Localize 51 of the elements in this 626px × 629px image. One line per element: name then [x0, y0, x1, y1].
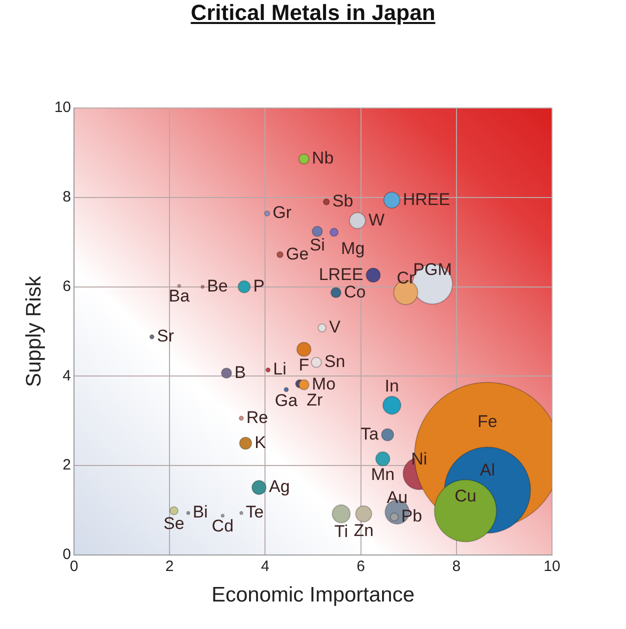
x-tick-label: 6 [356, 558, 365, 576]
x-tick-label: 4 [261, 558, 270, 576]
annotation: Mn [370, 465, 395, 484]
annotation: HREE [402, 190, 450, 209]
annotation: Sr [156, 326, 174, 346]
y-tick-label: 0 [62, 546, 71, 564]
annotation: Fe [478, 412, 498, 432]
annotation: Cr [396, 268, 416, 288]
annotation: Be [207, 276, 228, 296]
annotation: F [298, 356, 310, 375]
annotation: Se [164, 514, 184, 533]
annotation: Al [480, 460, 496, 480]
x-tick-label: 8 [452, 558, 461, 576]
annotation: K [254, 432, 267, 452]
y-tick-label: 6 [62, 278, 71, 295]
y-tick-label: 8 [62, 188, 71, 206]
annotation: Zn [354, 521, 374, 540]
annotation: Mg [341, 238, 365, 258]
y-tick-label: 4 [62, 367, 71, 384]
annotation: Sn [324, 352, 346, 372]
annotation: Gr [272, 203, 292, 222]
x-tick-label: 10 [544, 558, 560, 576]
annotation: Ag [268, 477, 290, 496]
y-tick-label: 2 [62, 456, 71, 474]
chart-title: Critical Metals in Japan [190, 0, 436, 27]
annotation: LREE [318, 264, 364, 284]
annotation: In [384, 376, 399, 396]
annotation: Bi [192, 502, 208, 522]
annotation: Ge [286, 244, 309, 264]
annotation: Ba [168, 286, 190, 306]
y-tick-label: 10 [54, 99, 71, 116]
annotation: Re [246, 408, 268, 427]
annotation: Cd [212, 516, 234, 536]
annotation: Co [344, 282, 366, 302]
annotation: Ga [274, 390, 298, 410]
annotation: Nb [312, 148, 334, 168]
y-axis-title: Supply Risk [22, 276, 46, 387]
annotation: W [368, 210, 384, 230]
annotation: Si [310, 236, 325, 255]
annotation: Cu [454, 486, 476, 506]
x-axis-title: Economic Importance [211, 583, 415, 606]
annotation: Ti [334, 522, 348, 542]
annotation: Li [273, 360, 286, 379]
annotation: V [329, 318, 342, 337]
annotation: B [234, 362, 246, 382]
annotation: Sb [332, 192, 354, 211]
annotation: Te [246, 502, 264, 522]
x-tick-label: 2 [165, 558, 174, 576]
annotation: P [253, 276, 265, 296]
annotation: Ni [411, 449, 428, 468]
annotation: Ta [360, 424, 380, 444]
